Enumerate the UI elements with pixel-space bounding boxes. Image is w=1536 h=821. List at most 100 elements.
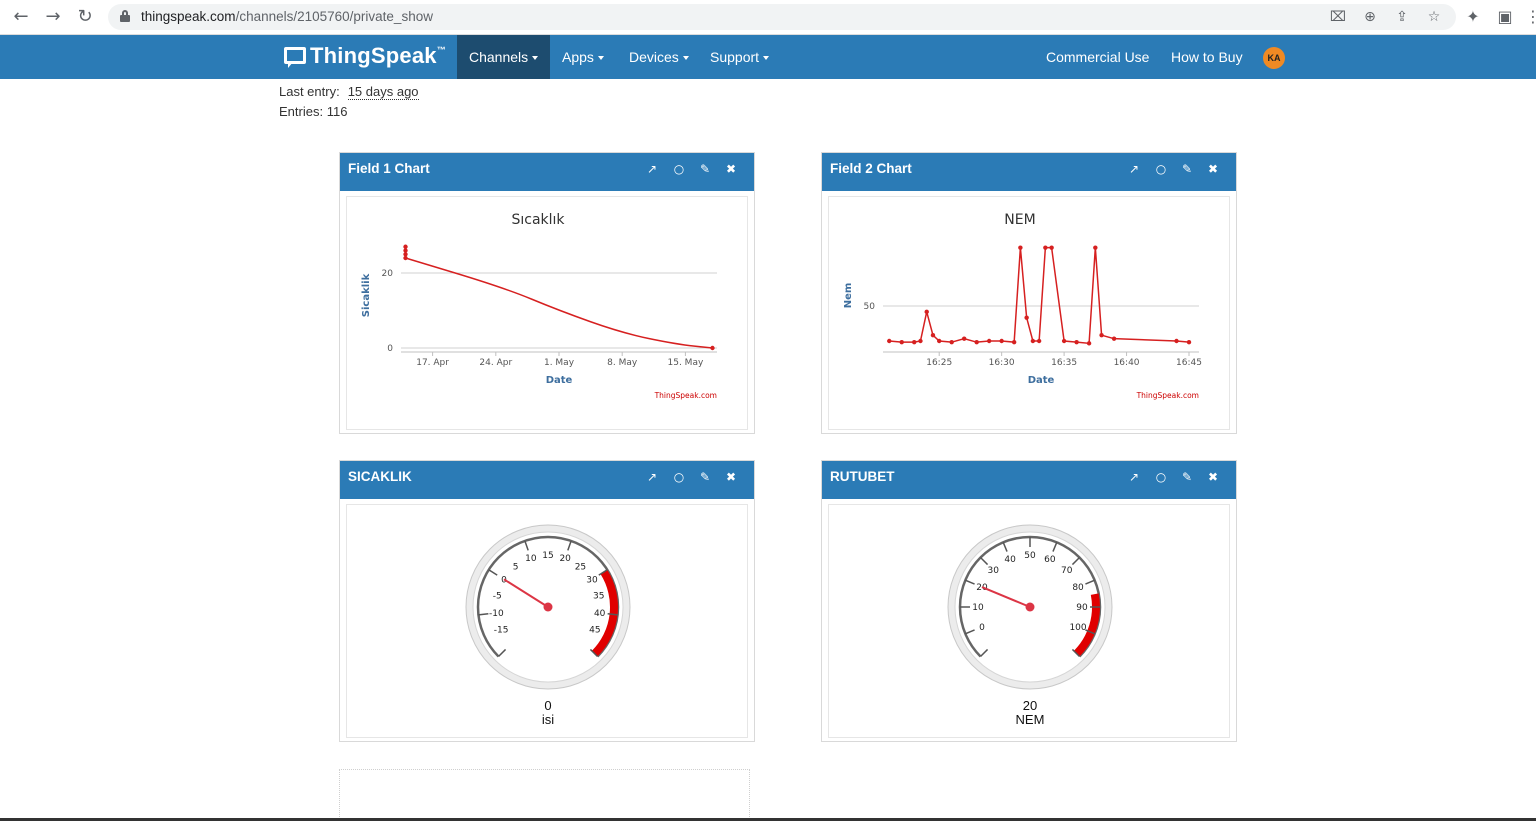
data-point[interactable] [1111,336,1117,341]
data-point[interactable] [930,332,936,338]
nav-support[interactable]: Support [698,35,781,79]
zoom-icon[interactable]: ⊕ [1364,9,1376,25]
data-point[interactable] [403,248,408,253]
data-point[interactable] [1086,341,1092,346]
line-chart: Sıcaklık 0 20 17. Apr 24. Apr 1. May 8. May 15.… [361,212,717,400]
x-tick-label: 8. May [607,358,638,368]
data-point[interactable] [918,338,923,344]
last-entry-label: Last entry: [279,84,340,99]
back-icon[interactable]: ← [13,6,29,27]
nav-commercial-use[interactable]: Commercial Use [1046,49,1150,65]
gauge-major-tick [589,648,599,658]
data-point[interactable] [899,339,904,345]
external-link-icon[interactable]: ↗ [646,162,658,176]
field1-chart-panel: Field 1 Chart ↗ ○ ✎ ✖ Sıcaklık 0 20 17. Apr 24. A… [339,152,755,434]
nav-apps[interactable]: Apps [550,35,616,79]
bookmark-star-icon[interactable]: ☆ [1427,9,1441,25]
data-point[interactable] [1024,315,1029,320]
gauge-tick-label: 40 [1004,555,1016,565]
close-icon[interactable]: ✖ [1207,470,1219,484]
sicaklik-gauge-panel: SICAKLIK↗○✎✖-15-10-50510152025303540450i… [339,460,755,742]
data-point[interactable] [1061,338,1067,344]
data-point[interactable] [1036,338,1042,344]
comment-icon[interactable]: ○ [673,470,685,484]
data-point[interactable] [949,339,954,345]
data-point[interactable] [710,345,715,351]
address-bar[interactable]: thingspeak.com/channels/2105760/private_… [108,4,1456,30]
extensions-icon[interactable]: ✦ [1466,7,1480,26]
close-icon[interactable]: ✖ [725,470,737,484]
x-tick-label: 16:40 [1114,358,1140,368]
nav-channels[interactable]: Channels [457,35,551,79]
edit-pencil-icon[interactable]: ✎ [1181,470,1193,484]
series-line [405,257,713,349]
y-axis-label: Nem [843,283,854,309]
data-point[interactable] [887,338,892,344]
panel-header: Field 1 Chart ↗ ○ ✎ ✖ [340,153,754,191]
panel-header: Field 2 Chart ↗ ○ ✎ ✖ [822,153,1236,191]
data-point[interactable] [986,338,992,344]
data-point[interactable] [1074,339,1079,345]
share-icon[interactable]: ⇪ [1396,9,1408,25]
external-link-icon[interactable]: ↗ [1128,470,1140,484]
comment-icon[interactable]: ○ [673,162,685,176]
edit-pencil-icon[interactable]: ✎ [699,470,711,484]
data-point[interactable] [1049,245,1054,250]
y-tick-label: 50 [864,302,876,312]
gauge-tick-label: 25 [575,562,586,572]
data-point[interactable] [999,338,1004,344]
thingspeak-credit[interactable]: ThingSpeak.com [654,391,717,400]
nav-devices[interactable]: Devices [617,35,701,79]
data-point[interactable] [924,309,929,315]
edit-pencil-icon[interactable]: ✎ [1181,162,1193,176]
data-point[interactable] [974,339,979,345]
data-point[interactable] [937,338,942,344]
close-icon[interactable]: ✖ [1207,162,1219,176]
forward-icon[interactable]: → [45,6,61,27]
data-point[interactable] [1011,339,1017,345]
caret-down-icon [682,56,689,61]
data-point[interactable] [1030,338,1036,344]
data-point[interactable] [912,339,917,345]
user-avatar[interactable]: KA [1263,47,1285,69]
y-tick-label: 0 [387,344,393,354]
data-point[interactable] [1174,338,1179,344]
x-axis-label: Date [1028,375,1055,386]
comment-icon[interactable]: ○ [1155,470,1167,484]
data-point[interactable] [1093,245,1098,250]
series-line [889,246,1190,345]
comment-icon[interactable]: ○ [1155,162,1167,176]
data-point[interactable] [961,336,967,341]
data-point[interactable] [1186,339,1192,345]
reload-icon[interactable]: ↻ [77,6,93,27]
gauge-red-zone [591,569,618,657]
menu-icon[interactable]: ⋮ [1525,7,1536,26]
data-point[interactable] [1099,332,1104,338]
panel-title: RUTUBET [830,469,895,484]
x-tick-label: 16:25 [926,358,952,368]
thingspeak-credit[interactable]: ThingSpeak.com [1136,391,1199,400]
nav-how-to-buy[interactable]: How to Buy [1171,49,1243,65]
side-panel-icon[interactable]: ▣ [1497,7,1513,26]
data-point[interactable] [403,244,408,249]
external-link-icon[interactable]: ↗ [1128,162,1140,176]
data-point[interactable] [403,255,408,261]
data-point[interactable] [1018,245,1023,250]
edit-pencil-icon[interactable]: ✎ [699,162,711,176]
data-point[interactable] [403,252,408,257]
gauge-tick-label: 30 [586,575,598,585]
translate-icon[interactable]: ⌧ [1329,9,1347,25]
gauge-tick-label: -10 [489,609,504,619]
close-icon[interactable]: ✖ [725,162,737,176]
gauge-major-tick [524,540,529,551]
x-tick-label: 15. May [668,358,704,368]
gauge-major-tick [1085,579,1095,585]
gauge-major-tick [1052,542,1058,552]
lock-icon[interactable] [120,10,130,22]
rutubet-gauge-panel: RUTUBET ↗ ○ ✎ ✖ 0 10 20 30 40 50 60 70 80 90 100 20 NEM [821,460,1237,742]
data-point[interactable] [1043,245,1048,250]
external-link-icon[interactable]: ↗ [646,470,658,484]
url-text[interactable]: thingspeak.com/channels/2105760/private_… [141,9,433,24]
x-tick-label: 1. May [544,358,575,368]
gauge-major-tick [965,629,975,635]
